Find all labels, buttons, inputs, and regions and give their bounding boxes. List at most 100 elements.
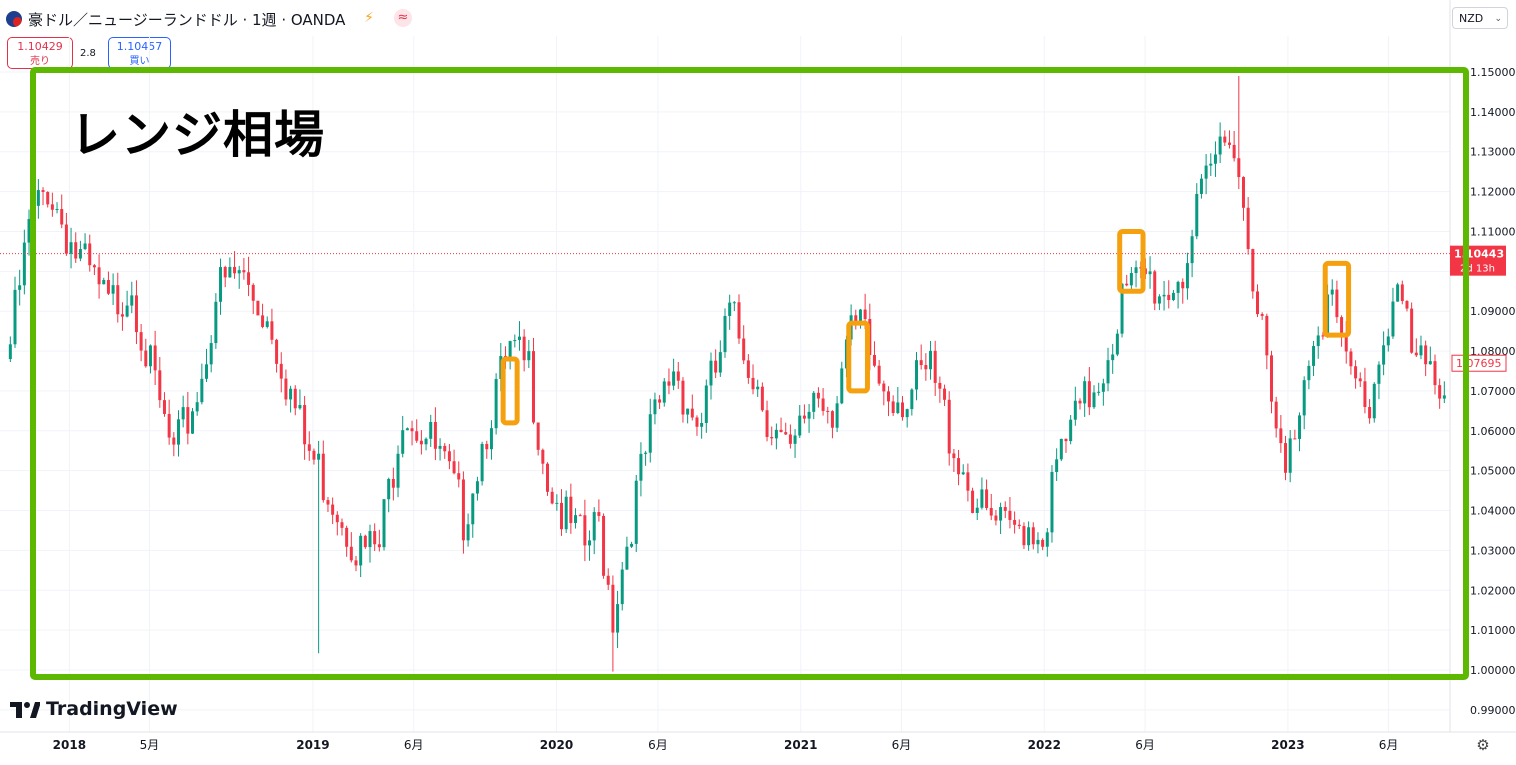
lightning-icon[interactable]: ⚡ [364, 10, 374, 26]
candle-body [929, 350, 933, 370]
wave-icon[interactable]: ≈ [394, 9, 412, 27]
y-tick-label: 1.09000 [1470, 305, 1516, 318]
y-tick-label: 1.04000 [1470, 505, 1516, 518]
candle-body [106, 280, 110, 294]
currency-select[interactable]: NZD ⌄ [1452, 7, 1508, 29]
candle-body [1382, 345, 1386, 365]
candle-body [592, 512, 596, 541]
candle-body [915, 360, 919, 390]
candle-body [681, 380, 685, 415]
candle-body [125, 305, 129, 317]
candle-body [877, 365, 881, 384]
y-tick-label: 1.02000 [1470, 584, 1516, 597]
candle-body [812, 392, 816, 412]
candle-body [1031, 527, 1035, 545]
candle-body [1316, 335, 1320, 347]
candle-body [50, 204, 54, 210]
candle-body [723, 315, 727, 353]
candle-body [1181, 281, 1185, 289]
candle-body [919, 360, 923, 366]
candle-body [1199, 178, 1203, 194]
candle-body [186, 407, 190, 434]
candle-body [219, 267, 223, 302]
candle-body [676, 371, 680, 381]
candle-body [1134, 267, 1138, 274]
candle-body [321, 453, 325, 501]
candle-body [630, 543, 634, 547]
candle-body [83, 243, 87, 250]
x-tick-label: 2023 [1271, 738, 1304, 752]
candle-body [1386, 336, 1390, 346]
candle-body [975, 507, 979, 513]
candle-body [457, 473, 461, 480]
x-tick-label: 2021 [784, 738, 817, 752]
candle-body [774, 429, 778, 439]
candle-body [1064, 438, 1068, 442]
candle-body [1050, 472, 1054, 533]
countdown-label: 2d 13h [1460, 264, 1495, 275]
candle-body [167, 413, 171, 438]
candle-body [111, 285, 115, 294]
candle-body [18, 285, 22, 290]
candle-body [1279, 428, 1283, 444]
candle-body [891, 401, 895, 414]
candle-body [55, 209, 59, 211]
candle-body [1101, 383, 1105, 392]
candle-body [60, 209, 64, 225]
candle-body [214, 301, 218, 344]
candle-body [153, 345, 157, 371]
candle-body [704, 385, 708, 423]
candle-body [961, 472, 965, 475]
candle-body [644, 452, 648, 454]
candle-body [41, 190, 45, 192]
candle-body [1241, 177, 1245, 208]
candle-body [639, 453, 643, 481]
candle-body [737, 302, 741, 339]
candle-body [13, 289, 17, 345]
candle-body [1433, 361, 1437, 386]
candle-body [284, 378, 288, 400]
candle-body [555, 502, 559, 504]
candle-body [910, 389, 914, 410]
y-tick-label: 1.15000 [1470, 66, 1516, 79]
candle-body [251, 284, 255, 301]
candle-body [312, 450, 316, 460]
candle-body [947, 399, 951, 454]
candle-body [1036, 539, 1040, 545]
candle-body [522, 336, 526, 361]
candle-body [1298, 415, 1302, 439]
candle-body [303, 405, 307, 445]
candle-body [531, 351, 535, 423]
candle-body [695, 417, 699, 427]
candle-body [1288, 438, 1292, 473]
highlight-box [1322, 260, 1352, 338]
candle-body [1083, 381, 1087, 404]
candle-body [966, 472, 970, 491]
candle-body [419, 440, 423, 445]
candle-body [223, 267, 227, 278]
candle-body [648, 414, 652, 453]
candle-body [475, 481, 479, 494]
symbol-title[interactable]: 豪ドル／ニュージーランドドル · 1週 · OANDA [28, 11, 346, 29]
candle-body [205, 364, 209, 379]
candle-body [1111, 354, 1115, 361]
candle-body [27, 219, 31, 243]
candle-body [1125, 283, 1129, 286]
candle-body [527, 351, 531, 361]
candle-body [1059, 438, 1063, 460]
candle-body [662, 381, 666, 403]
candle-body [1377, 364, 1381, 384]
candle-body [900, 402, 904, 418]
candle-body [994, 515, 998, 521]
candle-body [22, 242, 26, 286]
candle-body [583, 515, 587, 546]
flag-icon [6, 11, 22, 27]
candle-body [546, 463, 550, 492]
sell-label: 売り [30, 56, 50, 67]
candle-body [658, 399, 662, 403]
candle-body [606, 575, 610, 585]
settings-icon[interactable]: ⚙ [1476, 736, 1490, 754]
candle-body [1073, 400, 1077, 420]
candle-body [485, 443, 489, 450]
